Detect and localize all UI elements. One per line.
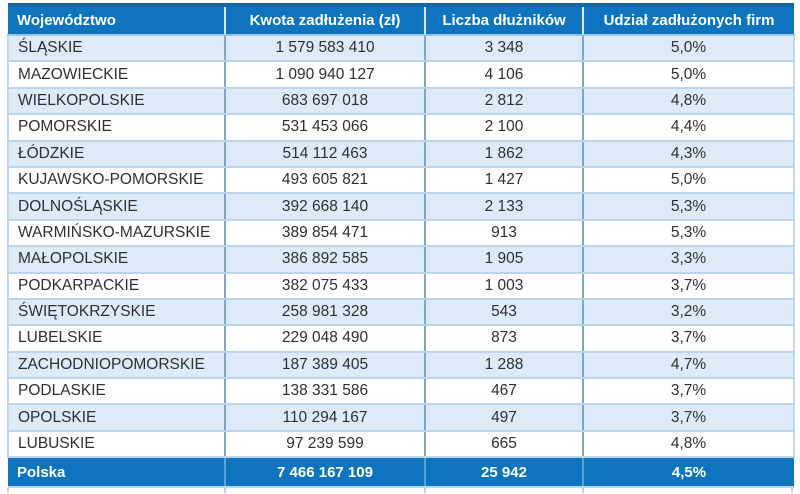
cell-liczba: 1 288 [424, 351, 583, 380]
bottom-border-stubs [7, 488, 793, 494]
cell-kwota: 493 605 821 [224, 166, 425, 195]
cell-udzial: 3,7% [582, 404, 795, 432]
cell-wojewodztwo: WIELKOPOLSKIE [7, 87, 225, 116]
cell-udzial: 3,3% [582, 246, 795, 274]
cell-liczba: 2 100 [424, 114, 583, 142]
cell-liczba: 2 133 [424, 193, 583, 221]
cell-kwota: 229 048 490 [224, 325, 425, 353]
table-header: Województwo Kwota zadłużenia (zł) Liczba d… [8, 3, 794, 36]
cell-wojewodztwo: ŁÓDZKIE [7, 140, 225, 168]
column-header-kwota: Kwota zadłużenia (zł) [224, 3, 425, 36]
cell-wojewodztwo: POMORSKIE [7, 114, 225, 142]
table-row: ŚWIĘTOKRZYSKIE 258 981 328 543 3,2% [7, 298, 795, 327]
total-cell-kwota: 7 466 167 109 [224, 456, 425, 489]
cell-kwota: 97 239 599 [224, 430, 425, 459]
cell-kwota: 1 579 583 410 [224, 35, 425, 63]
cell-kwota: 392 668 140 [224, 193, 425, 221]
cell-wojewodztwo: LUBELSKIE [7, 325, 225, 353]
cell-wojewodztwo: DOLNOŚLĄSKIE [7, 193, 225, 221]
cell-udzial: 5,0% [582, 61, 795, 89]
cell-kwota: 514 112 463 [224, 140, 425, 168]
cell-wojewodztwo: OPOLSKIE [7, 404, 225, 432]
debt-table-wrapper: Województwo Kwota zadłużenia (zł) Liczba d… [7, 3, 795, 494]
table-row: DOLNOŚLĄSKIE 392 668 140 2 133 5,3% [7, 193, 795, 221]
cell-kwota: 389 854 471 [224, 219, 425, 248]
cell-liczba: 1 905 [424, 246, 583, 274]
table-row: PODLASKIE 138 331 586 467 3,7% [7, 378, 795, 406]
cell-wojewodztwo: ŚLĄSKIE [7, 35, 225, 63]
cell-wojewodztwo: MAZOWIECKIE [7, 61, 225, 89]
cell-udzial: 3,7% [582, 272, 795, 300]
table-row: POMORSKIE 531 453 066 2 100 4,4% [7, 114, 795, 142]
table-row: WARMIŃSKO-MAZURSKIE 389 854 471 913 5,3% [7, 219, 795, 248]
table-row: LUBELSKIE 229 048 490 873 3,7% [7, 325, 795, 353]
table-row: ZACHODNIOPOMORSKIE 187 389 405 1 288 4,7% [7, 351, 795, 380]
table-row: MAZOWIECKIE 1 090 940 127 4 106 5,0% [7, 61, 795, 89]
cell-liczba: 467 [424, 378, 583, 406]
cell-udzial: 3,7% [582, 325, 795, 353]
cell-kwota: 258 981 328 [224, 298, 425, 327]
cell-kwota: 138 331 586 [224, 378, 425, 406]
cell-liczba: 913 [424, 219, 583, 248]
cell-wojewodztwo: LUBUSKIE [7, 430, 225, 459]
cell-liczba: 2 812 [424, 87, 583, 116]
cell-udzial: 5,3% [582, 193, 795, 221]
cell-liczba: 873 [424, 325, 583, 353]
total-cell-udzial: 4,5% [582, 456, 794, 489]
cell-wojewodztwo: ZACHODNIOPOMORSKIE [7, 351, 225, 380]
cell-liczba: 4 106 [424, 61, 583, 89]
cell-udzial: 4,7% [582, 351, 795, 380]
total-cell-liczba: 25 942 [424, 456, 583, 489]
cell-wojewodztwo: PODLASKIE [7, 378, 225, 406]
cell-udzial: 4,8% [582, 87, 795, 116]
cell-kwota: 382 075 433 [224, 272, 425, 300]
cell-wojewodztwo: ŚWIĘTOKRZYSKIE [7, 298, 225, 327]
cell-kwota: 187 389 405 [224, 351, 425, 380]
column-header-wojewodztwo: Województwo [8, 3, 225, 36]
cell-wojewodztwo: PODKARPACKIE [7, 272, 225, 300]
header-row: Województwo Kwota zadłużenia (zł) Liczba d… [8, 3, 794, 36]
cell-kwota: 531 453 066 [224, 114, 425, 142]
cell-liczba: 665 [424, 430, 583, 459]
table-row: WIELKOPOLSKIE 683 697 018 2 812 4,8% [7, 87, 795, 116]
cell-kwota: 110 294 167 [224, 404, 425, 432]
cell-liczba: 543 [424, 298, 583, 327]
cell-udzial: 5,3% [582, 219, 795, 248]
cell-udzial: 4,8% [582, 430, 795, 459]
cell-liczba: 1 003 [424, 272, 583, 300]
table-row: PODKARPACKIE 382 075 433 1 003 3,7% [7, 272, 795, 300]
cell-udzial: 5,0% [582, 35, 795, 63]
cell-udzial: 4,4% [582, 114, 795, 142]
cell-liczba: 497 [424, 404, 583, 432]
cell-liczba: 1 427 [424, 166, 583, 195]
table-row: MAŁOPOLSKIE 386 892 585 1 905 3,3% [7, 246, 795, 274]
cell-liczba: 3 348 [424, 35, 583, 63]
table-row: ŁÓDZKIE 514 112 463 1 862 4,3% [7, 140, 795, 168]
table-row: LUBUSKIE 97 239 599 665 4,8% [7, 430, 795, 459]
column-header-udzial: Udział zadłużonych firm [582, 3, 794, 36]
cell-wojewodztwo: KUJAWSKO-POMORSKIE [7, 166, 225, 195]
total-row: Polska 7 466 167 109 25 942 4,5% [8, 456, 794, 489]
table-row: KUJAWSKO-POMORSKIE 493 605 821 1 427 5,0% [7, 166, 795, 195]
cell-wojewodztwo: WARMIŃSKO-MAZURSKIE [7, 219, 225, 248]
cell-udzial: 5,0% [582, 166, 795, 195]
column-header-liczba: Liczba dłużników [424, 3, 583, 36]
cell-wojewodztwo: MAŁOPOLSKIE [7, 246, 225, 274]
table-footer: Polska 7 466 167 109 25 942 4,5% [8, 456, 794, 489]
table-row: ŚLĄSKIE 1 579 583 410 3 348 5,0% [7, 35, 795, 63]
cell-udzial: 3,7% [582, 378, 795, 406]
debt-table: Województwo Kwota zadłużenia (zł) Liczba d… [7, 3, 795, 489]
total-cell-wojewodztwo: Polska [8, 456, 225, 489]
cell-kwota: 1 090 940 127 [224, 61, 425, 89]
cell-udzial: 3,2% [582, 298, 795, 327]
table-body: ŚLĄSKIE 1 579 583 410 3 348 5,0% MAZOWIECKIE… [7, 35, 795, 459]
table-row: OPOLSKIE 110 294 167 497 3,7% [7, 404, 795, 432]
cell-kwota: 386 892 585 [224, 246, 425, 274]
cell-liczba: 1 862 [424, 140, 583, 168]
cell-udzial: 4,3% [582, 140, 795, 168]
cell-kwota: 683 697 018 [224, 87, 425, 116]
